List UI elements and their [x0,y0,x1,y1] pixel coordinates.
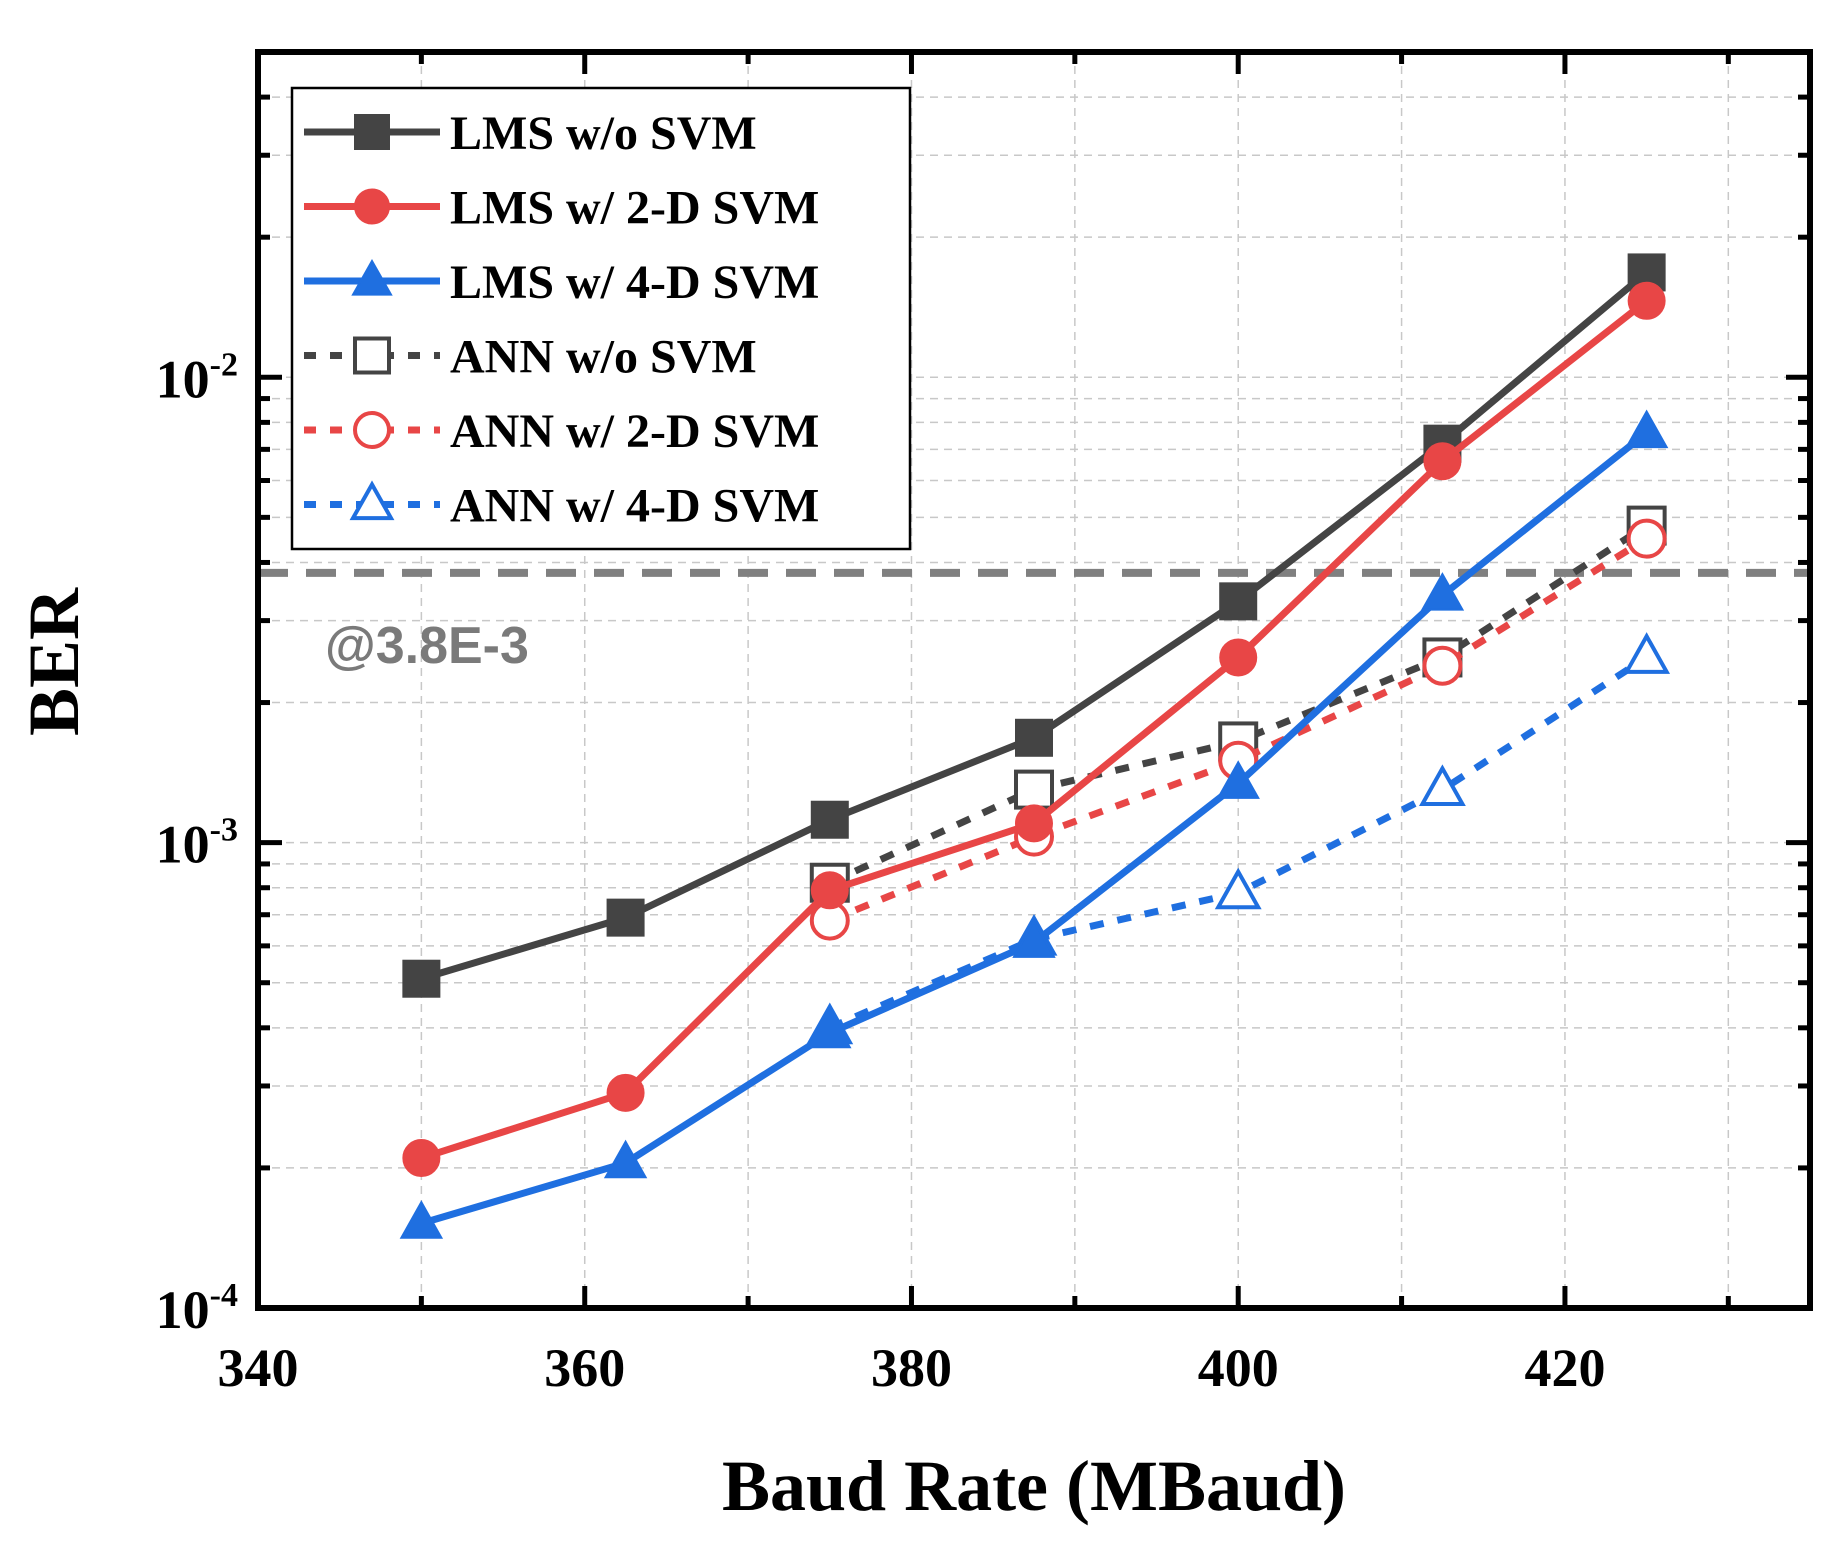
legend-label: LMS w/ 4-D SVM [450,256,819,309]
data-point [1627,281,1666,320]
data-point [1420,572,1465,611]
legend-marker [354,114,390,150]
data-point [1015,718,1053,757]
data-point [1216,760,1260,799]
legend-item: ANN w/ 4-D SVM [304,480,819,533]
data-point [399,1200,444,1239]
data-point [402,1139,441,1178]
data-point [1422,645,1463,686]
data-point [1419,764,1466,806]
data-point [1626,518,1667,559]
legend-item: ANN w/o SVM [304,331,757,384]
x-axis-title: Baud Rate (MBaud) [722,1446,1346,1526]
x-tick-label: 380 [871,1338,952,1398]
legend-label: ANN w/ 4-D SVM [450,480,819,533]
data-point [1012,919,1056,958]
data-point [603,1139,648,1179]
data-point [1015,804,1053,843]
data-point [606,1073,645,1112]
legend-marker [351,258,393,296]
data-point [402,959,441,998]
legend-item: ANN w/ 2-D SVM [304,405,819,458]
data-point [1423,442,1462,481]
data-point [1623,632,1671,674]
data-point [810,871,849,910]
data-point [1014,769,1054,810]
y-tick-label: 10-2 [156,346,238,409]
data-point [1219,582,1258,621]
x-tick-label: 360 [544,1338,625,1398]
legend: LMS w/o SVM LMS w/ 2-D SVM LMS w/ 4-D SVM A… [290,86,912,551]
tick-labels: 340 360 380 400 420 10-4 10-3 10-2 [156,346,1606,1398]
x-tick-label: 340 [218,1338,299,1398]
legend-label: ANN w/o SVM [450,331,757,384]
legend-box [290,86,912,551]
data-point [1219,638,1258,677]
series-lms-w-2-d-svm [402,281,1666,1178]
series-line [828,535,1649,924]
threshold-line-group: @3.8E-3 [258,568,1810,675]
legend-item: LMS w/ 4-D SVM [304,256,819,309]
plot-frame [255,49,1813,1311]
data-point [808,1009,852,1049]
legend-item: LMS w/o SVM [304,107,757,160]
series-line [828,522,1649,886]
legend-item: LMS w/ 2-D SVM [304,182,819,235]
y-tick-label: 10-4 [156,1277,238,1340]
x-tick-label: 400 [1198,1338,1279,1398]
legend-label: LMS w/o SVM [450,107,757,160]
series-layer [399,253,1671,1239]
data-point [810,800,849,839]
ticks-layer [255,49,1810,1308]
data-point [606,898,645,937]
data-point [1214,867,1262,910]
threshold-label: @3.8E-3 [325,617,529,675]
legend-marker [354,188,390,225]
data-point [1624,409,1669,449]
legend-marker [349,480,395,521]
legend-marker [353,411,391,449]
x-tick-label: 420 [1524,1338,1605,1398]
series-ann-w-2-d-svm [809,518,1667,941]
y-axis-title: BER [14,587,94,736]
y-tick-label: 10-3 [156,812,238,875]
legend-label: LMS w/ 2-D SVM [450,182,819,235]
series-lms-w-4-d-svm [399,409,1669,1239]
legend-marker [353,336,391,375]
legend-label: ANN w/ 2-D SVM [450,405,819,458]
